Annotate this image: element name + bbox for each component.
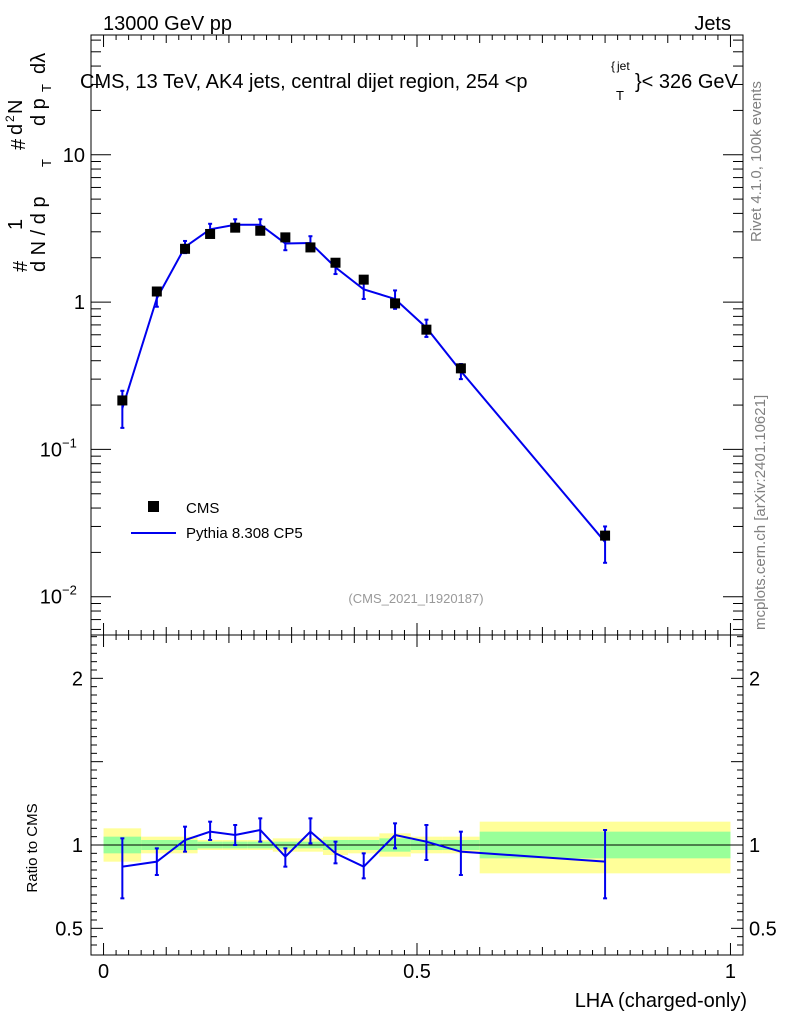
chart-title: CMS, 13 TeV, AK4 jets, central dijet reg… [80,59,739,103]
x-tick-label: 1 [725,961,736,983]
cms-data-point [421,324,432,335]
ylabel-hash2: # [8,138,30,150]
cms-data-point [180,243,191,254]
ylabel-dn: d N / d p [28,196,50,272]
energy-label: 13000 GeV pp [103,13,232,35]
x-axis-label: LHA (charged-only) [575,990,747,1012]
ratio-y-axis-label: Ratio to CMS [24,803,41,892]
legend: CMS Pythia 8.308 CP5 [131,500,303,542]
legend-cms-label: CMS [186,500,219,517]
x-tick-label: 0 [98,961,109,983]
x-tick-label: 0.5 [403,961,431,983]
main-y-tick-label-exp: −1 [62,435,77,450]
cms-data-point [280,232,291,243]
ratio-y-tick-label: 0.5 [55,918,83,940]
main-y-tick-label-base: 10 [40,587,62,609]
main-y-tick-label-base: 10 [40,439,62,461]
ylabel-d2n-n: N [5,100,27,114]
ratio-frame [90,634,744,956]
cms-data-point [330,257,341,268]
pythia-line [121,223,606,543]
main-y-axis-label: # 1 d N / d p T # d 2 N d p T dλ [3,53,54,272]
chart-title-suffix: }< 326 GeV [635,71,739,93]
ratio-y-tick-label: 2 [72,668,83,690]
cms-data-point [358,274,369,285]
analysis-watermark: (CMS_2021_I1920187) [348,591,483,606]
cms-data-point [230,222,241,233]
mcplots-label: mcplots.cern.ch [arXiv:2401.10621] [752,395,769,630]
legend-cms-marker [148,501,159,512]
cms-data-point [205,228,216,239]
ratio-panel: 2 2 1 1 0.5 0.5 0 0.5 1 [55,634,777,983]
ylabel-d2n-sup: 2 [3,115,17,122]
main-y-tick-label-exp: −2 [62,583,77,598]
cms-data-point [255,225,266,236]
main-y-tick-label: 10 [63,145,85,167]
chart-title-sub: T [616,88,624,103]
ylabel-dpt: d p [28,98,50,126]
cms-data-point [455,363,466,374]
cms-data-point [390,298,401,309]
chart-title-sup: jet [616,59,630,73]
ylabel-one: 1 [5,219,27,230]
ylabel-dlambda: dλ [28,53,50,74]
ratio-y-tick-label-right: 1 [749,835,760,857]
ylabel-dpt-sub: T [39,84,54,92]
cms-data-point [305,242,316,253]
ratio-pythia-line [122,828,606,868]
chart-title-prefix: CMS, 13 TeV, AK4 jets, central dijet reg… [80,71,528,93]
ylabel-hash: # [10,260,32,272]
cms-data-point [600,530,611,541]
cms-data-point [151,286,162,297]
ylabel-dn-sub: T [39,159,54,167]
ratio-y-tick-label-right: 2 [749,668,760,690]
category-label: Jets [694,13,731,35]
main-frame [90,34,744,636]
rivet-version-label: Rivet 4.1.0, 100k events [748,81,765,242]
ylabel-d2n: d [5,124,27,135]
ratio-y-tick-label-right: 0.5 [749,918,777,940]
chart-title-brace: { [611,59,615,73]
cms-data-point [117,395,128,406]
legend-pythia-label: Pythia 8.308 CP5 [186,525,303,542]
main-y-tick-label: 1 [74,292,85,314]
ratio-y-tick-label: 1 [72,835,83,857]
